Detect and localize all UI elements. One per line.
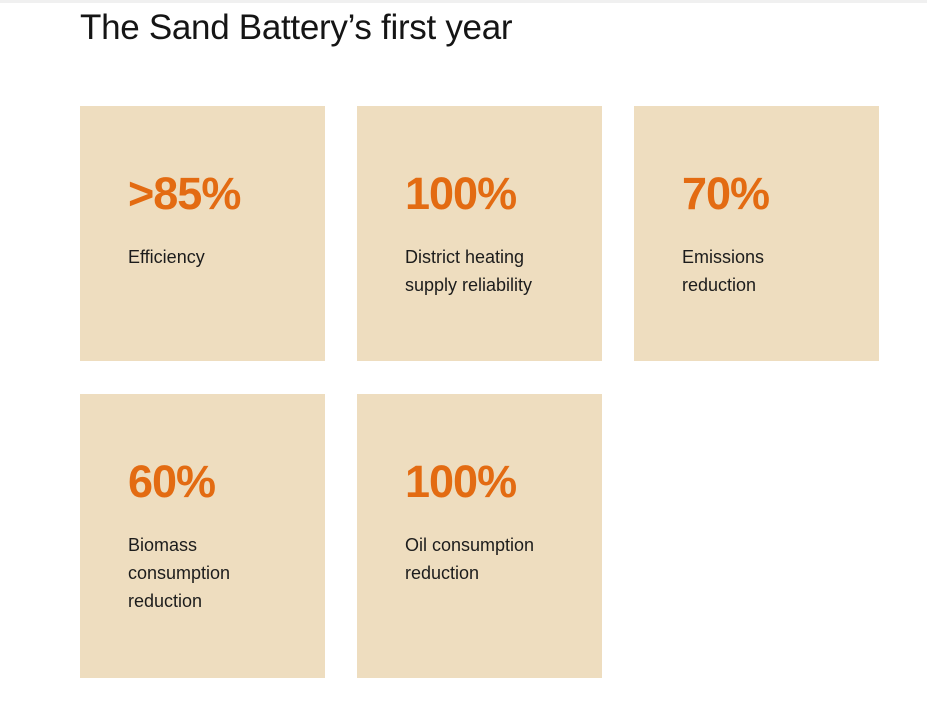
stat-value: 100% xyxy=(405,168,517,219)
stat-label-line: Oil consumption xyxy=(405,535,535,555)
stat-label: Oil consumption reduction xyxy=(405,531,534,587)
stat-card: 100% Oil consumption reduction xyxy=(357,394,602,678)
stat-value: >85% xyxy=(128,168,241,219)
stat-value: 70% xyxy=(682,168,770,219)
stat-label-line: Efficiency xyxy=(128,247,205,267)
stat-label: Emissions reduction xyxy=(682,243,764,299)
stat-label: Biomass consumption reduction xyxy=(128,531,230,615)
stat-label-line: District heating xyxy=(405,247,525,267)
stat-label-line: reduction xyxy=(682,275,757,295)
stat-label: District heating supply reliability xyxy=(405,243,532,299)
stat-card: 100% District heating supply reliability xyxy=(357,106,602,361)
stat-label: Efficiency xyxy=(128,243,205,271)
stat-label-line: reduction xyxy=(128,591,203,611)
stat-card: 70% Emissions reduction xyxy=(634,106,879,361)
top-border xyxy=(0,0,927,3)
page-title: The Sand Battery’s first year xyxy=(80,8,513,47)
stat-value: 100% xyxy=(405,456,517,507)
stat-card: 60% Biomass consumption reduction xyxy=(80,394,325,678)
stat-card: >85% Efficiency xyxy=(80,106,325,361)
stat-label-line: consumption xyxy=(128,563,231,583)
stat-label-line: supply reliability xyxy=(405,275,533,295)
stat-label-line: Emissions xyxy=(682,247,765,267)
stat-label-line: reduction xyxy=(405,563,480,583)
stat-value: 60% xyxy=(128,456,216,507)
stat-label-line: Biomass xyxy=(128,535,198,555)
